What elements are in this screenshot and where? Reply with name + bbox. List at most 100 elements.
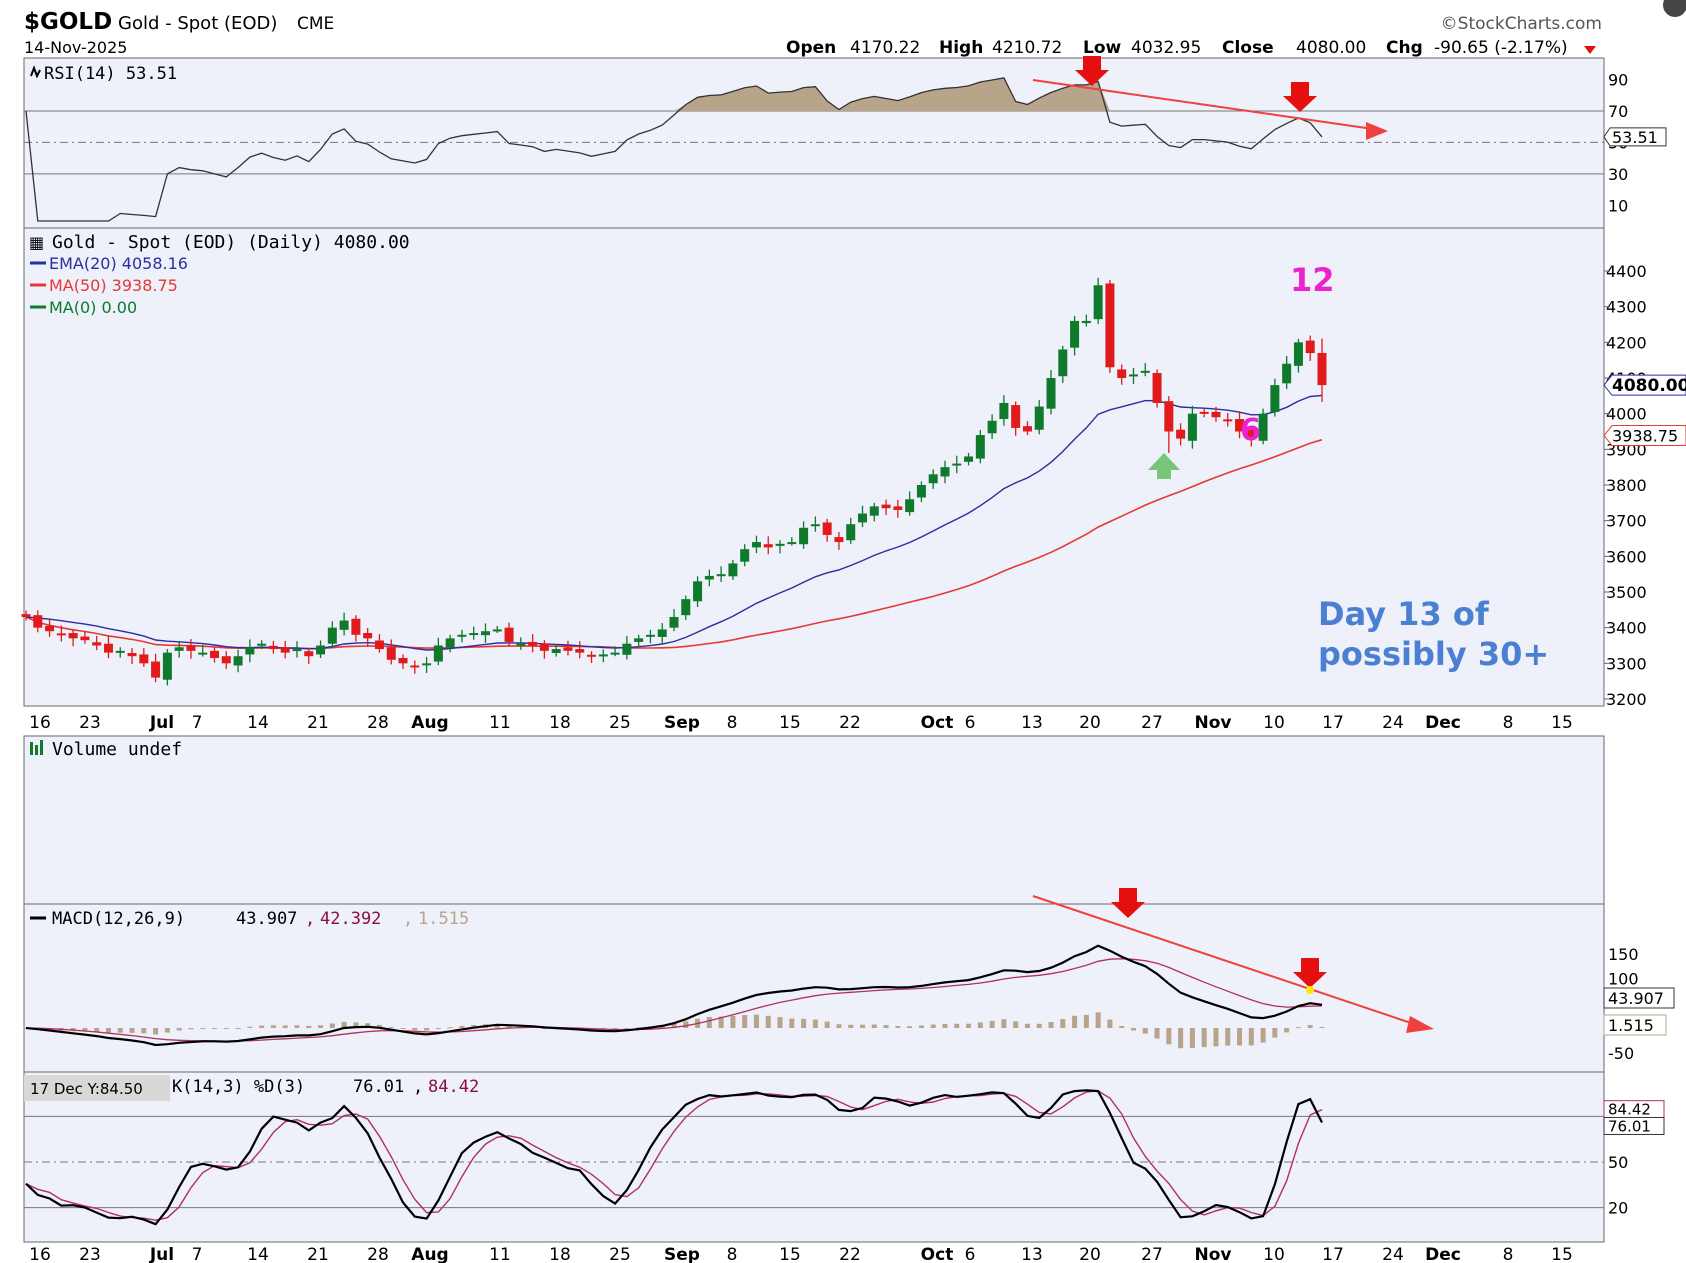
candle-body xyxy=(433,645,443,662)
svg-text:,: , xyxy=(403,909,413,929)
candle-body xyxy=(787,542,797,545)
macd-hist-tag xyxy=(1603,1014,1667,1036)
x-tick-label: 10 xyxy=(1263,1245,1285,1263)
candle-body xyxy=(704,575,714,580)
x-tick-label: 8 xyxy=(1503,713,1514,733)
x-tick-label: 15 xyxy=(779,1245,801,1263)
svg-text:K(14,3) %D(3): K(14,3) %D(3) xyxy=(172,1077,305,1097)
macd-highlight-dot xyxy=(1306,986,1314,994)
rsi-legend: RSI(14) 53.51 xyxy=(30,64,177,84)
x-tick-label: 18 xyxy=(549,1245,571,1263)
macd-hist-bar xyxy=(918,1025,924,1028)
macd-hist-bar xyxy=(907,1026,913,1028)
macd-hist-bar xyxy=(742,1015,748,1028)
candle-body xyxy=(410,665,420,668)
candle-body xyxy=(657,629,667,637)
macd-hist-bar xyxy=(223,1028,229,1029)
macd-hist-bar xyxy=(1083,1014,1089,1028)
macd-hist-bar xyxy=(1295,1027,1301,1029)
candle-body xyxy=(928,474,938,484)
macd-hist-bar xyxy=(318,1025,324,1028)
macd-hist-bar xyxy=(105,1028,111,1033)
price-tick-label: 4400 xyxy=(1606,262,1647,281)
x-tick-label: 7 xyxy=(192,1245,203,1263)
macd-hist-bar xyxy=(812,1019,818,1028)
rsi-tick-label: 10 xyxy=(1608,196,1628,215)
candle-body xyxy=(1223,419,1233,422)
rsi-panel xyxy=(23,57,1605,229)
candle-body xyxy=(316,645,326,655)
x-axis-bottom: 16 23 Jul 7 14 21 28 Aug 11 18 25 Sep 8 15 22 Oct 6 13 20 2… xyxy=(29,1245,1573,1263)
macd-hist-bar xyxy=(1178,1028,1184,1049)
candle-body xyxy=(480,631,490,636)
last-price-tag xyxy=(1603,374,1686,396)
x-tick-label: 16 xyxy=(29,713,51,733)
svg-text:4032.95: 4032.95 xyxy=(1131,38,1201,58)
x-tick-label: Oct xyxy=(921,1245,954,1263)
candle-body xyxy=(975,435,985,459)
candle-body xyxy=(221,656,231,664)
stockcharts-watermark: ©StockCharts.com xyxy=(1441,14,1602,34)
macd-hist-bar xyxy=(1024,1023,1030,1028)
corner-button[interactable] xyxy=(1663,0,1686,17)
x-tick-label: Dec xyxy=(1425,1245,1461,1263)
macd-hist-bar xyxy=(977,1022,983,1028)
candle-body xyxy=(810,524,820,527)
svg-text:4170.22: 4170.22 xyxy=(850,38,920,58)
instrument-name: Gold - Spot (EOD) xyxy=(118,13,277,34)
x-axis-top: 16 23 Jul 7 14 21 28 Aug 11 18 25 Sep 8 15 22 Oct 6 13 20 2… xyxy=(29,713,1573,733)
candle-body xyxy=(751,542,761,548)
x-tick-label: 28 xyxy=(367,1245,389,1263)
macd-hist-bar xyxy=(1072,1015,1078,1028)
stoch-panel xyxy=(23,1071,1605,1243)
candle-body xyxy=(1199,411,1209,414)
candle-body xyxy=(987,420,997,434)
macd-hist-bar xyxy=(117,1028,123,1033)
candle-body xyxy=(92,642,102,646)
macd-hist-bar xyxy=(447,1027,453,1029)
price-tick-label: 4000 xyxy=(1606,405,1647,424)
macd-hist-bar xyxy=(966,1023,972,1028)
x-tick-label: 24 xyxy=(1382,1245,1404,1263)
candle-body xyxy=(740,549,750,562)
x-tick-label: 13 xyxy=(1021,713,1043,733)
price-panel xyxy=(23,227,1605,707)
macd-hist-bar xyxy=(200,1028,206,1029)
stoch-grid xyxy=(24,1115,1604,1209)
macd-hist-bar xyxy=(718,1016,724,1028)
svg-text:Close: Close xyxy=(1222,38,1274,58)
candle-body xyxy=(669,616,679,628)
x-tick-label: 23 xyxy=(79,1245,101,1263)
x-tick-label: 15 xyxy=(1551,713,1573,733)
ma50-tag-label: 3938.75 xyxy=(1612,427,1678,446)
price-legend: ▦ Gold - Spot (EOD) (Daily) 4080.00 EMA(… xyxy=(29,232,410,317)
annotation-layer xyxy=(1032,56,1434,1033)
svg-text:RSI(14) 53.51: RSI(14) 53.51 xyxy=(44,64,177,84)
x-tick-label: 23 xyxy=(79,713,101,733)
candle-body xyxy=(681,599,691,616)
stoch-k-line xyxy=(25,1089,1323,1226)
candle-body xyxy=(374,640,384,650)
candle-body xyxy=(268,645,278,650)
x-tick-label: 14 xyxy=(247,713,269,733)
candle-body xyxy=(539,643,549,651)
rsi-down-arrow-1 xyxy=(1075,56,1109,86)
candle-body xyxy=(56,633,66,636)
price-tick-label: 4200 xyxy=(1606,333,1647,352)
x-tick-label: Oct xyxy=(921,713,954,733)
macd-hist-bar xyxy=(506,1025,512,1028)
x-tick-label: 11 xyxy=(489,1245,511,1263)
green-up-arrow xyxy=(1148,453,1180,479)
candle-body xyxy=(162,652,172,680)
macd-hist-bar xyxy=(930,1024,936,1028)
macd-hist-bar xyxy=(212,1028,218,1029)
candle-body xyxy=(822,522,832,535)
macd-hist-bar xyxy=(1142,1028,1148,1034)
macd-tick-label: 150 xyxy=(1608,945,1639,964)
macd-hist-bar xyxy=(1036,1023,1042,1028)
candle-body xyxy=(1034,406,1044,430)
price-tick-label: 3200 xyxy=(1606,690,1647,709)
macd-hist-bar xyxy=(412,1028,418,1031)
macd-hist-bar xyxy=(82,1028,88,1032)
